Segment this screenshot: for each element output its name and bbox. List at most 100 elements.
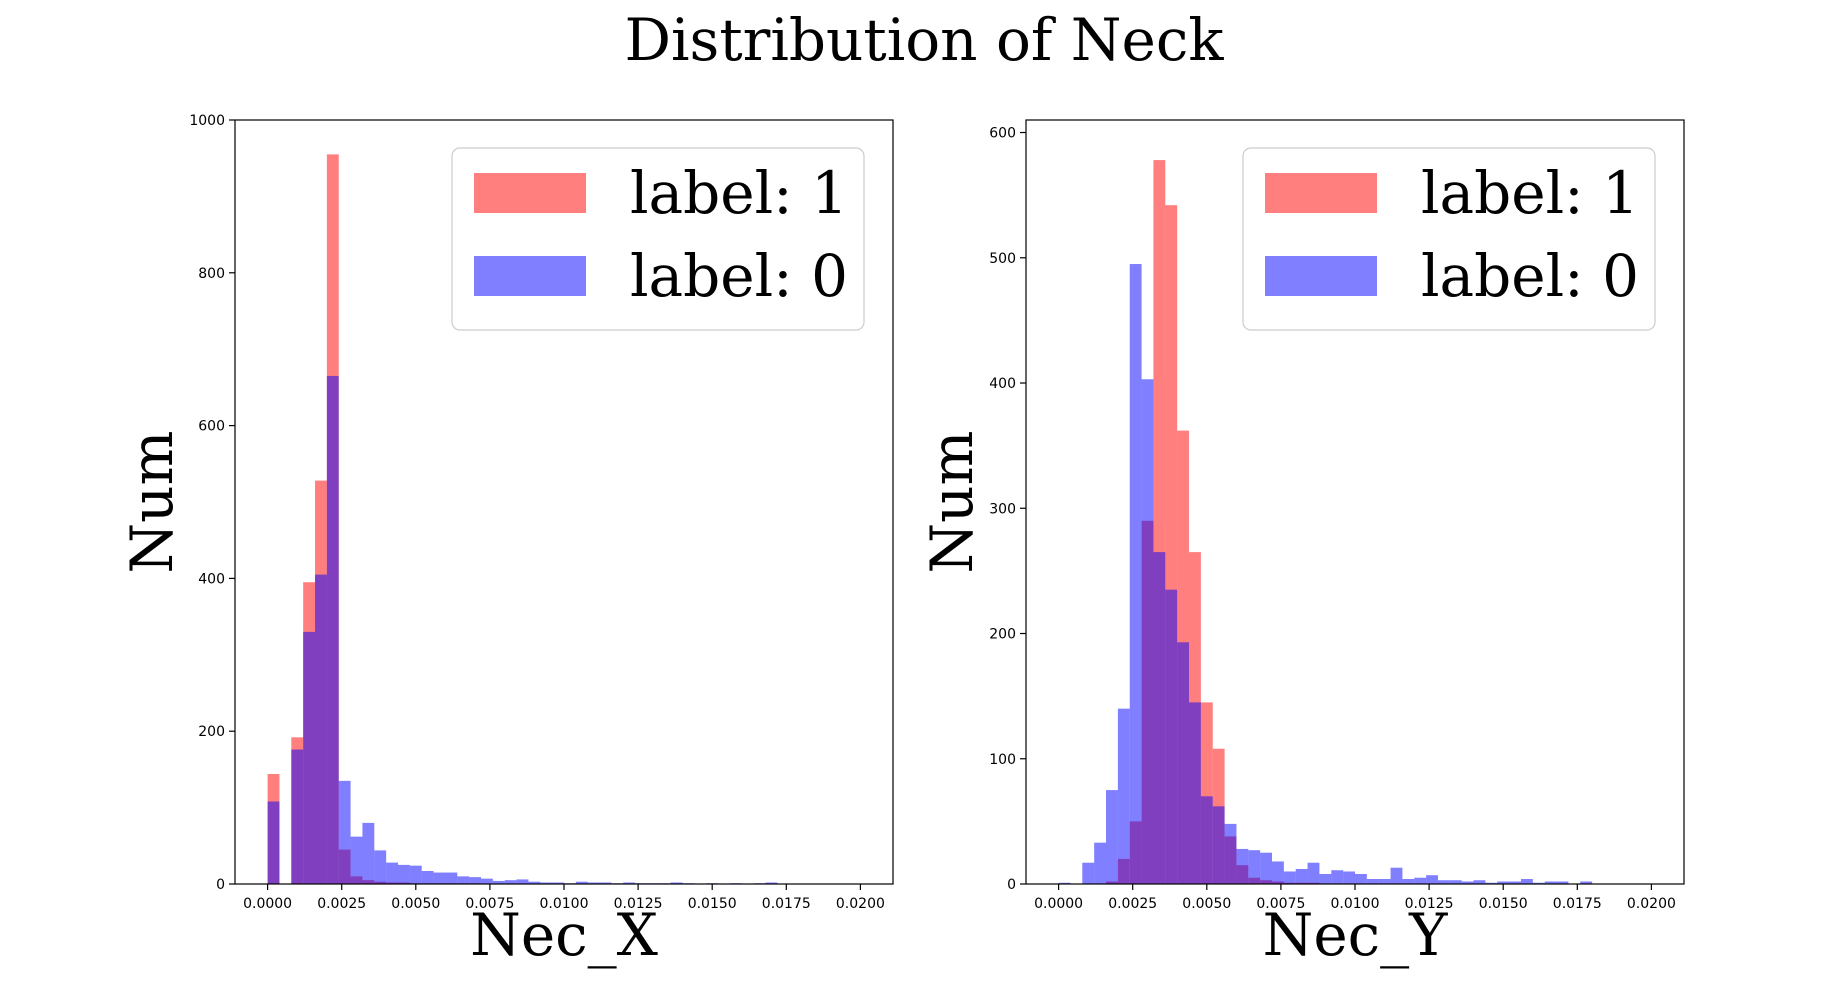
histogram-bar: [540, 882, 553, 884]
chart-panel-nec-x: 0.0000 0.0025 0.0050 0.0075 0.0100 0.0125 0.01…: [118, 113, 894, 969]
x-tick-label: 0.0150: [688, 896, 737, 912]
histogram-bar: [303, 631, 316, 884]
histogram-bar: [1402, 878, 1415, 884]
legend-swatch: [1265, 256, 1377, 296]
legend-swatch: [1265, 173, 1377, 213]
histogram-bar: [1473, 880, 1486, 884]
histogram-bar: [374, 850, 387, 884]
histogram-bar: [386, 862, 399, 884]
histogram-bar: [1236, 848, 1249, 884]
legend-label: label: 0: [1421, 242, 1639, 310]
histogram-bar: [587, 882, 600, 884]
y-axis-label: Num: [118, 430, 186, 573]
y-axis-label: Num: [918, 430, 986, 573]
histogram-bar: [350, 836, 363, 884]
histogram-bar: [1390, 867, 1403, 884]
x-axis-label: Nec_Y: [1263, 901, 1449, 969]
histogram-bar: [481, 878, 493, 884]
chart-panel-nec-y: 0.0000 0.0025 0.0050 0.0075 0.0100 0.0125 0.01…: [918, 119, 1685, 969]
histogram-bar: [1461, 881, 1474, 884]
x-tick-label: 0.0075: [1256, 896, 1305, 912]
histogram-bar: [1272, 861, 1284, 884]
histogram-bar: [315, 574, 327, 884]
y-tick-label: 200: [989, 627, 1016, 643]
histogram-bar: [1366, 878, 1379, 884]
histogram-bar: [1165, 589, 1178, 884]
histogram-bar: [1532, 882, 1545, 884]
legend-swatch: [474, 173, 586, 213]
histogram-bar: [1153, 552, 1166, 884]
histogram-bar: [1497, 881, 1510, 884]
y-tick-label: 100: [989, 752, 1016, 768]
y-tick-label: 600: [198, 419, 225, 435]
histogram-bar: [670, 882, 683, 884]
legend-swatch: [474, 256, 586, 296]
histogram-bar: [433, 872, 446, 884]
histogram-bar: [1319, 873, 1332, 884]
figure-title: Distribution of Neck: [625, 6, 1225, 74]
histogram-bar: [398, 864, 410, 884]
x-tick-label: 0.0075: [465, 896, 514, 912]
histogram-bar: [1248, 850, 1261, 884]
histogram-bar: [492, 880, 505, 884]
histogram-bar: [1544, 881, 1557, 884]
x-tick-label: 0.0025: [317, 896, 366, 912]
histogram-bar: [1414, 877, 1427, 884]
histogram-bar: [1509, 881, 1521, 884]
legend: label: 1 label: 0: [1242, 147, 1656, 331]
x-tick-label: 0.0025: [1108, 896, 1157, 912]
histogram-bar: [1378, 878, 1391, 884]
histogram-bar: [267, 801, 280, 884]
histogram-bar: [1556, 881, 1569, 884]
x-tick-label: 0.0050: [1182, 896, 1231, 912]
histogram-bar: [445, 872, 458, 884]
histogram-bar: [1058, 882, 1071, 884]
histogram-bar: [1082, 862, 1095, 884]
histogram-bar: [552, 882, 564, 884]
y-tick-label: 800: [198, 266, 225, 282]
histogram-bar: [1331, 870, 1344, 884]
histogram-bar: [1260, 852, 1273, 884]
histogram-bar: [1437, 880, 1450, 884]
series-label-0: [1058, 264, 1593, 884]
histogram-bar: [1200, 796, 1213, 884]
y-tick-label: 400: [198, 571, 225, 587]
histogram-bar: [1485, 882, 1498, 884]
histogram-bar: [1153, 160, 1166, 885]
histogram-bar: [1426, 875, 1438, 884]
x-tick-label: 0.0175: [1553, 896, 1602, 912]
histogram-bar: [326, 375, 339, 884]
x-tick-label: 0.0100: [540, 896, 589, 912]
histogram-bar: [1295, 868, 1308, 884]
x-tick-label: 0.0050: [391, 896, 440, 912]
histogram-bar: [528, 881, 541, 884]
histogram-bar: [1106, 790, 1118, 884]
legend-label: label: 0: [630, 242, 848, 310]
histogram-bar: [765, 882, 778, 884]
histogram-bar: [1141, 379, 1154, 884]
y-tick-label: 500: [989, 251, 1016, 267]
histogram-bar: [1580, 881, 1593, 884]
histogram-bar: [1165, 205, 1178, 884]
y-tick-label: 0: [216, 877, 225, 893]
x-axis-label: Nec_X: [470, 901, 659, 969]
series-label-0: [267, 375, 778, 884]
histogram-bar: [362, 822, 375, 884]
y-tick-label: 400: [989, 376, 1016, 392]
histogram-bar: [291, 749, 304, 884]
histogram-bar: [1283, 871, 1296, 884]
x-tick-label: 0.0200: [1627, 896, 1676, 912]
legend-label: label: 1: [630, 159, 848, 227]
histogram-bar: [1177, 642, 1190, 884]
histogram-bar: [469, 877, 482, 884]
y-tick-label: 200: [198, 724, 225, 740]
histogram-bar: [1343, 871, 1355, 884]
x-tick-label: 0.0175: [762, 896, 811, 912]
histogram-bar: [516, 879, 529, 884]
histogram-bar: [599, 882, 612, 884]
histogram-bar: [504, 880, 517, 884]
histogram-bar: [1355, 873, 1367, 884]
histogram-bar: [338, 780, 351, 884]
x-tick-label: 0.0200: [836, 896, 885, 912]
